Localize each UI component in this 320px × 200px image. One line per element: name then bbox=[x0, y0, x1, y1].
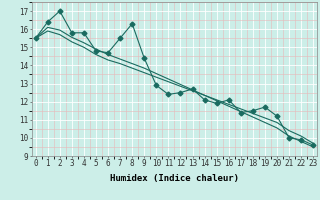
X-axis label: Humidex (Indice chaleur): Humidex (Indice chaleur) bbox=[110, 174, 239, 183]
